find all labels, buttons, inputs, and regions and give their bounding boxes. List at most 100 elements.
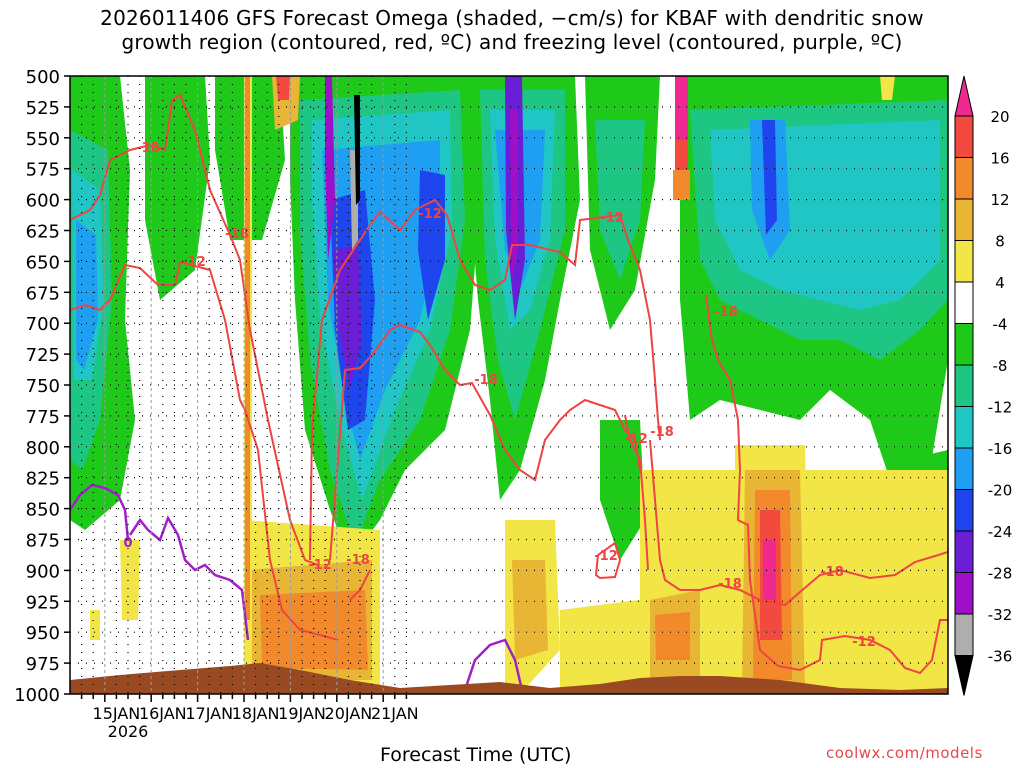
omega-region — [120, 540, 140, 620]
contour-label: -18 — [714, 305, 738, 320]
omega-region — [762, 120, 777, 235]
x-tick-year: 2026 — [108, 722, 149, 741]
y-tick-label: 650 — [26, 252, 60, 273]
dgz-contour-line — [705, 294, 948, 675]
omega-shading — [70, 76, 948, 694]
colorbar-cell — [954, 323, 974, 366]
y-tick-label: 850 — [26, 500, 60, 521]
dgz-contour-line — [649, 439, 948, 607]
y-tick-label: 900 — [26, 561, 60, 582]
colorbar-label: -12 — [988, 399, 1013, 417]
colorbar-label: -20 — [988, 482, 1013, 500]
omega-region — [673, 170, 690, 200]
colorbar-cell — [954, 406, 974, 449]
omega-region — [245, 76, 250, 620]
x-tick-label: 20JAN — [325, 704, 373, 723]
y-tick-label: 625 — [26, 222, 60, 243]
omega-region — [763, 540, 776, 600]
freezing-level-line — [463, 638, 524, 691]
colorbar-cell — [954, 240, 974, 283]
y-tick-label: 675 — [26, 283, 60, 304]
omega-region — [90, 610, 100, 640]
chart-title: 2026011406 GFS Forecast Omega (shaded, −… — [0, 6, 1024, 54]
dgz-contour-line — [349, 569, 371, 601]
omega-region — [418, 170, 445, 320]
colorbar-cell — [954, 447, 974, 490]
freezing-level-line — [128, 515, 250, 641]
colorbar-cell — [954, 198, 974, 241]
contour-label: -12 — [594, 549, 618, 564]
y-tick-label: 575 — [26, 160, 60, 181]
y-tick-label: 925 — [26, 592, 60, 613]
y-tick-label: 700 — [26, 314, 60, 335]
freezing-level-label: 0 — [123, 536, 132, 551]
credit-link[interactable]: coolwx.com/models — [826, 744, 983, 762]
colorbar-cell — [954, 364, 974, 407]
colorbar-cell — [954, 530, 974, 573]
y-tick-label: 1000 — [14, 685, 60, 706]
dgz-contour-line — [309, 198, 661, 561]
title-line-1: 2026011406 GFS Forecast Omega (shaded, −… — [100, 6, 924, 30]
y-tick-label: 775 — [26, 407, 60, 428]
colorbar-cell — [954, 115, 974, 158]
contour-label: -18 — [136, 141, 160, 156]
omega-region — [145, 76, 210, 300]
x-tick-label: 21JAN — [371, 704, 419, 723]
contour-label: -18 — [346, 553, 370, 568]
omega-region — [333, 245, 362, 390]
colorbar-label: 16 — [990, 150, 1009, 168]
colorbar-label: -16 — [988, 440, 1013, 458]
omega-region — [276, 76, 290, 100]
freezing-level-line — [70, 483, 130, 541]
y-tick-label: 750 — [26, 376, 60, 397]
contour-label: -12 — [600, 211, 624, 226]
y-tick-label: 825 — [26, 469, 60, 490]
dgz-contour-line — [594, 541, 622, 580]
contour-label: -18 — [474, 373, 498, 388]
colorbar-label: -4 — [993, 316, 1008, 334]
colorbar-label: 20 — [990, 108, 1009, 126]
colorbar: 20 16 12 8 4 -4 -8 -12 -16 -20 -24 -28 -32 -36 — [954, 75, 1013, 696]
omega-region — [512, 560, 548, 660]
dgz-contour-line — [70, 260, 339, 641]
x-tick-label: 17JAN — [185, 704, 233, 723]
colorbar-label: -28 — [988, 565, 1013, 583]
omega-region — [510, 110, 518, 280]
colorbar-label: 4 — [995, 274, 1005, 292]
dgz-contour-line — [329, 323, 641, 561]
omega-region — [595, 120, 645, 280]
colorbar-cell — [954, 613, 974, 656]
x-tick-label: 19JAN — [278, 704, 326, 723]
omega-region — [675, 76, 688, 140]
colorbar-label: -36 — [988, 648, 1013, 666]
omega-region — [655, 612, 690, 660]
contour-label: -12 — [308, 558, 332, 573]
omega-region — [260, 590, 368, 670]
colorbar-top-arrow — [954, 75, 974, 117]
omega-region — [354, 95, 360, 205]
colorbar-label: -8 — [993, 357, 1008, 375]
omega-region — [675, 140, 688, 170]
terrain-fill — [70, 663, 948, 694]
grid-lines — [70, 76, 948, 694]
contour-label: -12 — [852, 635, 876, 650]
contour-label: -18 — [225, 227, 249, 242]
x-tick-label: 16JAN — [139, 704, 187, 723]
colorbar-label: -32 — [988, 606, 1013, 624]
dgz-contour-line — [624, 414, 649, 571]
y-tick-label: 550 — [26, 129, 60, 150]
colorbar-bottom-arrow — [954, 655, 974, 696]
x-axis-label: Forecast Time (UTC) — [380, 744, 572, 766]
y-tick-label: 600 — [26, 191, 60, 212]
contour-label: -18 — [820, 565, 844, 580]
contour-label: -12 — [624, 432, 648, 447]
colorbar-label: 8 — [995, 233, 1005, 251]
colorbar-label: -24 — [988, 523, 1013, 541]
y-tick-label: 725 — [26, 345, 60, 366]
title-line-2: growth region (contoured, red, ºC) and f… — [121, 30, 903, 54]
contour-label: -18 — [650, 425, 674, 440]
contour-label: -18 — [718, 577, 742, 592]
contour-label: -12 — [182, 255, 206, 270]
